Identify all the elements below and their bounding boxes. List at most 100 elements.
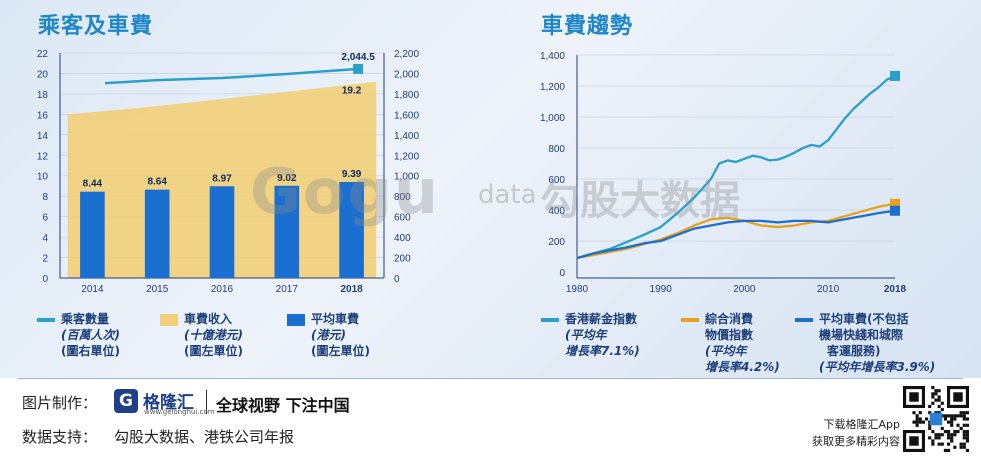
made-by-label: 图片制作： xyxy=(22,394,98,412)
watermark-data: data xyxy=(478,180,537,210)
slogan: 全球视野 下注中国 xyxy=(216,396,350,415)
qr-finder-core xyxy=(909,392,919,402)
qr-module xyxy=(931,392,935,396)
qr-module xyxy=(928,426,932,430)
qr-module xyxy=(937,398,941,402)
legend-note: (平均年 xyxy=(565,328,607,342)
qr-module xyxy=(928,436,932,440)
avg-fare-bar xyxy=(80,191,105,278)
qr-module xyxy=(943,430,947,434)
left-axis-tick-label: 20 xyxy=(37,69,49,80)
qr-module xyxy=(965,430,969,434)
right-axis-tick-label: 1,800 xyxy=(394,90,419,101)
legend-note: 增長率7.1%) xyxy=(565,344,640,358)
qr-module xyxy=(934,411,938,415)
y-tick-label: 1,400 xyxy=(540,51,565,62)
qr-module xyxy=(925,417,929,421)
qr-module xyxy=(962,433,966,437)
legend-axis-note: (圖右單位) xyxy=(61,344,120,358)
legend-label: 物價指數 xyxy=(705,328,754,342)
qr-module xyxy=(950,433,954,437)
series-endpoint xyxy=(890,205,900,216)
y-tick-label: 800 xyxy=(548,144,565,155)
qr-module xyxy=(928,411,932,415)
qr-module xyxy=(931,439,935,443)
legend-swatch xyxy=(287,314,305,326)
qr-module xyxy=(934,389,938,393)
right-axis-tick-label: 2,200 xyxy=(394,49,419,60)
qr-module xyxy=(928,423,932,427)
left-axis-tick-label: 0 xyxy=(42,274,48,285)
right-axis-tick-label: 600 xyxy=(394,213,411,224)
legend-unit: (百萬人次) xyxy=(61,328,120,342)
qr-module xyxy=(950,420,954,424)
legend-swatch xyxy=(681,318,699,322)
qr-module xyxy=(953,430,957,434)
left-axis-tick-label: 14 xyxy=(37,131,49,142)
legend-label: 平均車費 xyxy=(311,312,360,326)
legend-label: 平均車費(不包括 xyxy=(819,312,909,326)
avg-fare-bar xyxy=(274,185,300,278)
legend-swatch xyxy=(795,318,813,322)
data-sources: 勾股大数据、港铁公司年报 xyxy=(114,428,295,446)
y-tick-label: 200 xyxy=(548,237,565,248)
qr-module xyxy=(956,423,960,427)
qr-module xyxy=(959,445,963,449)
series-endpoint xyxy=(890,70,900,81)
qr-module xyxy=(918,417,922,421)
legend-label: 香港薪金指數 xyxy=(565,312,638,326)
bar-data-label: 8.97 xyxy=(212,173,232,184)
legend-label: 客運服務) xyxy=(827,344,881,358)
qr-module xyxy=(915,414,919,418)
legend-swatch xyxy=(541,318,559,322)
right-axis-tick-label: 1,000 xyxy=(394,172,419,183)
left-axis-tick-label: 12 xyxy=(37,151,49,162)
qr-module xyxy=(962,436,966,440)
right-axis-tick-label: 200 xyxy=(394,254,411,265)
avg-fare-bar xyxy=(144,189,170,278)
qr-module xyxy=(950,436,954,440)
y-tick-label: 1,200 xyxy=(540,82,565,93)
qr-module xyxy=(953,433,957,437)
qr-module xyxy=(931,386,935,390)
qr-module xyxy=(947,436,951,440)
qr-module xyxy=(934,436,938,440)
passenger-line xyxy=(104,67,359,85)
right-axis-tick-label: 2,000 xyxy=(394,69,419,80)
area-end-label: 19.2 xyxy=(342,86,362,97)
series-line xyxy=(576,202,896,260)
qr-module xyxy=(947,420,951,424)
qr-code-icon[interactable] xyxy=(903,386,969,452)
qr-module xyxy=(947,448,951,452)
qr-module xyxy=(937,411,941,415)
bar-data-label: 9.39 xyxy=(342,169,362,180)
qr-module xyxy=(959,426,963,430)
qr-module xyxy=(965,439,969,443)
qr-module xyxy=(950,417,954,421)
qr-module xyxy=(937,442,941,446)
qr-module xyxy=(965,448,969,452)
bar-data-label: 9.02 xyxy=(277,173,297,184)
qr-module xyxy=(931,395,935,399)
qr-module xyxy=(947,414,951,418)
data-support-label: 数据支持： xyxy=(22,428,98,446)
left-axis-tick-label: 8 xyxy=(42,192,48,203)
qr-module xyxy=(912,420,916,424)
legend-note: (平均年 xyxy=(705,344,747,358)
legend-label: 乘客數量 xyxy=(61,312,110,326)
qr-module xyxy=(962,442,966,446)
qr-module xyxy=(959,442,963,446)
footer-divider xyxy=(18,378,963,379)
legend-note: (平均年增長率3.9%) xyxy=(819,360,936,374)
qr-module xyxy=(940,408,944,412)
qr-finder-core xyxy=(953,392,963,402)
legend-swatch xyxy=(160,314,178,326)
legend-unit: (十億港元) xyxy=(184,328,243,342)
right-axis-tick-label: 400 xyxy=(394,233,411,244)
qr-module xyxy=(937,404,941,408)
qr-module xyxy=(918,420,922,424)
avg-fare-bar xyxy=(339,181,364,278)
line-end-label: 2,044.5 xyxy=(341,52,375,63)
legend-axis-note: (圖左單位) xyxy=(184,344,243,358)
